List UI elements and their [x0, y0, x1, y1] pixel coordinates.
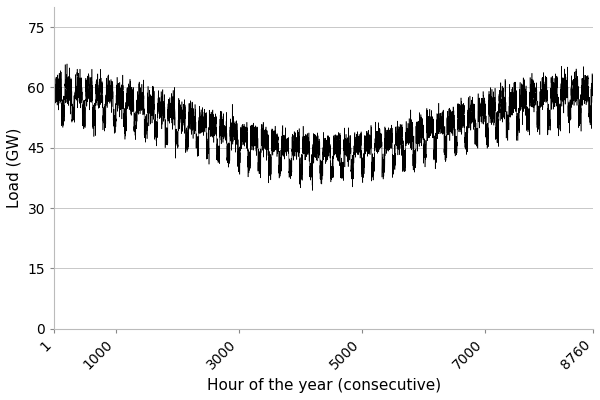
Y-axis label: Load (GW): Load (GW): [7, 128, 22, 208]
X-axis label: Hour of the year (consecutive): Hour of the year (consecutive): [206, 378, 440, 393]
